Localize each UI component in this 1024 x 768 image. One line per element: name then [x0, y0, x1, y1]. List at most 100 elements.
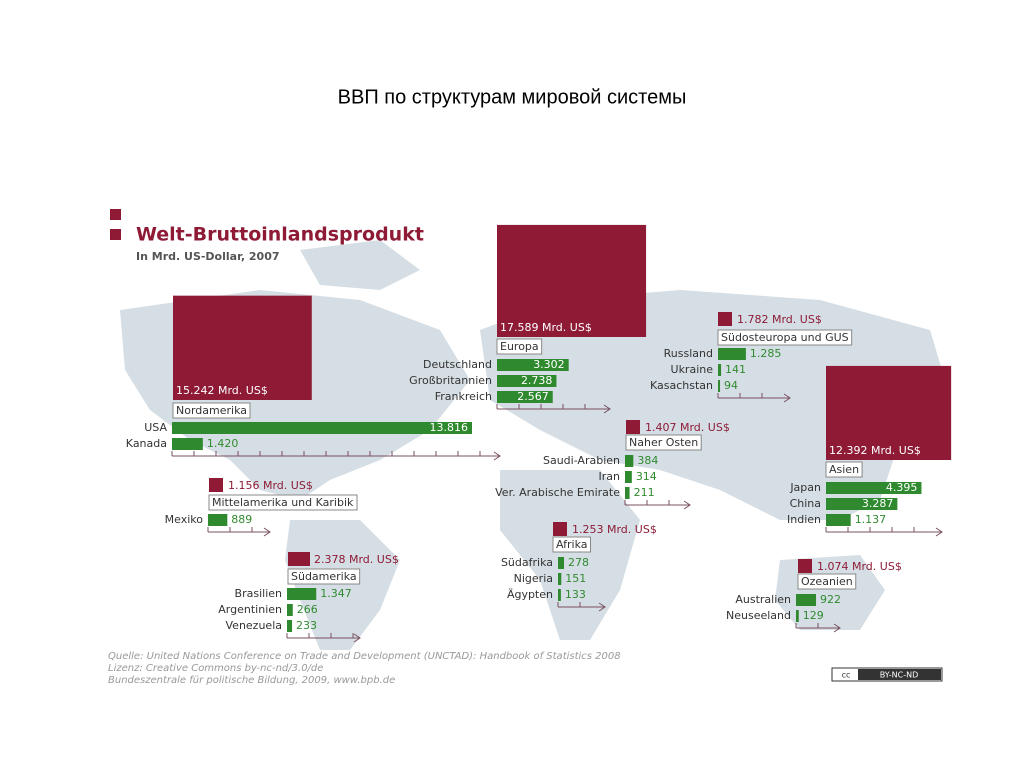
title-bullet: [110, 209, 121, 220]
country-label: Neuseeland: [726, 609, 791, 622]
region-name: Europa: [500, 340, 539, 353]
axis-arrow: [353, 633, 361, 643]
bar: [497, 375, 557, 387]
country-label: Südafrika: [501, 556, 553, 569]
country-label: Venezuela: [226, 619, 283, 632]
source: Quelle: United Nations Conference on Tra…: [108, 651, 621, 686]
region-total-label: 2.378 Mrd. US$: [314, 553, 399, 566]
axis-arrow: [683, 500, 691, 510]
country-label: Nigeria: [514, 572, 553, 585]
bar: [625, 487, 630, 499]
region-marker: [288, 552, 310, 566]
bar: [796, 594, 817, 606]
region-marker: [553, 522, 567, 536]
region-name: Naher Osten: [629, 436, 698, 449]
region-name: Asien: [829, 463, 859, 476]
region-name-box: [287, 568, 361, 585]
bar: [826, 514, 851, 526]
axis-arrow: [833, 623, 841, 633]
axis-arrow: [598, 602, 606, 612]
country-label: Saudi-Arabien: [543, 454, 620, 467]
value-label: 151: [565, 572, 586, 585]
bar: [558, 589, 561, 601]
chart-subtitle: In Mrd. US-Dollar, 2007: [136, 250, 280, 263]
bar: [558, 557, 565, 569]
region-total: [497, 224, 647, 337]
region-total-label: 1.156 Mrd. US$: [228, 479, 313, 492]
source-line: Bundeszentrale für politische Bildung, 2…: [108, 675, 395, 686]
region-name: Nordamerika: [176, 404, 247, 417]
region-total-label: 17.589 Mrd. US$: [500, 321, 592, 334]
bar: [287, 604, 293, 616]
region-marker: [718, 312, 732, 326]
bar: [625, 455, 634, 467]
region-marker: [798, 559, 812, 573]
value-label: 2.738: [521, 374, 553, 387]
bar: [558, 573, 562, 585]
bar: [718, 348, 746, 360]
axis-arrow: [603, 404, 611, 414]
value-label: 2.567: [517, 390, 549, 403]
region-marker: [209, 478, 223, 492]
axis-arrow: [493, 451, 501, 461]
value-label: 133: [565, 588, 586, 601]
value-label: 278: [568, 556, 589, 569]
country-label: Ägypten: [507, 588, 553, 601]
region-total: [826, 365, 952, 460]
region-total-label: 15.242 Mrd. US$: [176, 384, 268, 397]
region-name-box: [172, 402, 251, 419]
region-total: [173, 295, 312, 400]
source-line: Quelle: United Nations Conference on Tra…: [108, 651, 621, 662]
region-total-label: 12.392 Mrd. US$: [829, 444, 921, 457]
value-label: 3.287: [862, 497, 894, 510]
region-name: Mittelamerika und Karibik: [212, 496, 354, 509]
value-label: 141: [725, 363, 746, 376]
value-label: 211: [634, 486, 655, 499]
country-label: Ver. Arabische Emirate: [495, 486, 620, 499]
country-label: USA: [144, 421, 167, 434]
region-name: Südosteuropa und GUS: [721, 331, 849, 344]
license-cc: cc: [842, 671, 851, 680]
value-label: 129: [803, 609, 824, 622]
value-label: 1.420: [207, 437, 239, 450]
region-name-box: [496, 338, 543, 355]
bar: [287, 620, 293, 632]
bar: [625, 471, 632, 483]
country-label: Frankreich: [435, 390, 492, 403]
source-line: Lizenz: Creative Commons by-nc-nd/3.0/de: [108, 663, 323, 674]
axis-arrow: [935, 527, 943, 537]
region-name-box: [717, 329, 853, 346]
region-name-box: [208, 494, 358, 511]
country-label: Indien: [787, 513, 821, 526]
value-label: 4.395: [886, 481, 918, 494]
country-label: Ukraine: [671, 363, 714, 376]
bar: [172, 438, 203, 450]
slide-title: ВВП по структурам мировой системы: [338, 86, 687, 108]
country-label: Argentinien: [218, 603, 282, 616]
bar: [796, 610, 799, 622]
license-text: BY-NC-ND: [880, 671, 918, 680]
country-label: Kanada: [126, 437, 167, 450]
country-label: Iran: [599, 470, 621, 483]
axis-arrow: [263, 527, 271, 537]
value-label: 233: [296, 619, 317, 632]
value-label: 384: [637, 454, 658, 467]
value-label: 314: [636, 470, 657, 483]
axis-arrow: [783, 393, 791, 403]
license-badge-fill: [858, 669, 941, 680]
country-label: Russland: [664, 347, 713, 360]
bar: [826, 482, 922, 494]
country-label: Großbritannien: [409, 374, 492, 387]
region-total-label: 1.782 Mrd. US$: [737, 313, 822, 326]
bar: [497, 391, 553, 403]
region-name-box: [797, 573, 857, 590]
region-total-label: 1.253 Mrd. US$: [572, 523, 657, 536]
country-label: Kasachstan: [650, 379, 713, 392]
country-label: Deutschland: [423, 358, 492, 371]
value-label: 889: [231, 513, 252, 526]
region-name: Afrika: [556, 538, 588, 551]
value-label: 94: [724, 379, 738, 392]
country-label: Australien: [735, 593, 791, 606]
region-name-box: [825, 461, 863, 478]
country-label: Brasilien: [235, 587, 282, 600]
